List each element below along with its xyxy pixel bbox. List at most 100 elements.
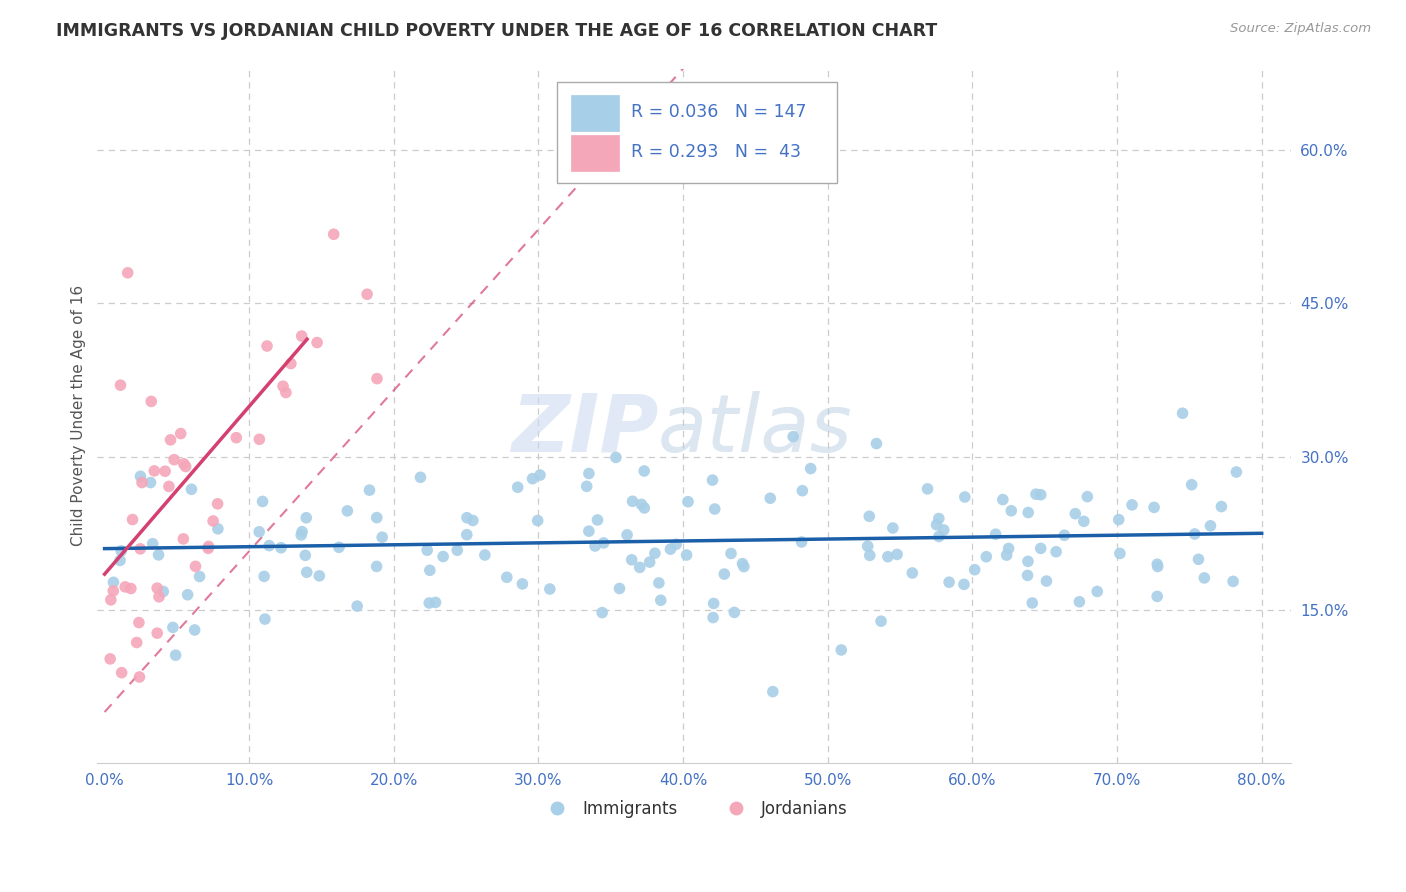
Point xyxy=(578,524,600,538)
Point xyxy=(371,530,394,544)
Point xyxy=(495,570,517,584)
Point xyxy=(456,510,478,524)
Point xyxy=(446,543,468,558)
Point xyxy=(633,500,655,515)
Point xyxy=(953,490,976,504)
Point xyxy=(1017,568,1039,582)
Point xyxy=(991,492,1014,507)
Point xyxy=(100,592,122,607)
Point xyxy=(1085,584,1108,599)
Point xyxy=(792,483,814,498)
Point xyxy=(953,577,976,591)
Point xyxy=(252,494,274,508)
Point xyxy=(247,432,270,446)
Point xyxy=(1146,590,1168,604)
Point xyxy=(1045,545,1067,559)
Text: R = 0.293   N =  43: R = 0.293 N = 43 xyxy=(631,143,801,161)
Point xyxy=(628,560,651,574)
Point xyxy=(586,513,609,527)
Point xyxy=(800,461,823,475)
Point xyxy=(1017,554,1039,568)
Point xyxy=(938,575,960,590)
Point xyxy=(294,549,316,563)
Point xyxy=(456,527,478,541)
Point xyxy=(110,378,132,392)
Point xyxy=(1143,500,1166,515)
Point xyxy=(173,457,195,471)
Point xyxy=(702,610,724,624)
Point xyxy=(280,357,302,371)
Point xyxy=(121,512,143,526)
Text: IMMIGRANTS VS JORDANIAN CHILD POVERTY UNDER THE AGE OF 16 CORRELATION CHART: IMMIGRANTS VS JORDANIAN CHILD POVERTY UN… xyxy=(56,22,938,40)
Point xyxy=(609,582,631,596)
Point xyxy=(1199,518,1222,533)
Point xyxy=(153,464,176,478)
Text: R = 0.036   N = 147: R = 0.036 N = 147 xyxy=(631,103,806,121)
Point xyxy=(197,541,219,556)
Point xyxy=(592,536,614,550)
Point xyxy=(139,475,162,490)
Text: atlas: atlas xyxy=(658,391,853,468)
Point xyxy=(859,549,882,563)
Point xyxy=(336,504,359,518)
Point xyxy=(870,614,893,628)
Point xyxy=(675,548,697,562)
Point xyxy=(146,626,169,640)
Point xyxy=(1146,558,1168,572)
Point xyxy=(1021,596,1043,610)
Point xyxy=(197,540,219,554)
Point xyxy=(165,648,187,662)
Point xyxy=(1225,465,1247,479)
Point xyxy=(356,287,378,301)
Point xyxy=(129,469,152,483)
Point xyxy=(114,580,136,594)
Point xyxy=(225,431,247,445)
Point xyxy=(253,612,276,626)
Point xyxy=(170,426,193,441)
Point xyxy=(1121,498,1143,512)
Point xyxy=(366,371,388,385)
Point xyxy=(790,535,813,549)
Point xyxy=(917,482,939,496)
Point xyxy=(644,546,666,560)
Point xyxy=(253,569,276,583)
Point xyxy=(703,502,725,516)
Point xyxy=(291,524,314,539)
Point xyxy=(882,521,904,535)
Point xyxy=(720,546,742,560)
Point xyxy=(1029,541,1052,556)
Point xyxy=(274,385,297,400)
Point xyxy=(461,514,484,528)
Point xyxy=(512,577,534,591)
Point xyxy=(1146,559,1168,574)
Point xyxy=(120,582,142,596)
Point xyxy=(1035,574,1057,588)
Point xyxy=(591,606,613,620)
Point xyxy=(984,527,1007,541)
Point xyxy=(733,559,755,574)
Point xyxy=(1073,514,1095,528)
Point xyxy=(103,575,125,590)
Point xyxy=(1108,513,1130,527)
Point xyxy=(638,555,661,569)
Point xyxy=(995,548,1018,562)
Point xyxy=(578,467,600,481)
Point xyxy=(117,266,139,280)
Point xyxy=(128,615,150,630)
Point xyxy=(163,452,186,467)
Point xyxy=(1222,574,1244,589)
Point xyxy=(1181,477,1204,491)
Point xyxy=(188,569,211,583)
Point xyxy=(180,483,202,497)
Point xyxy=(648,575,671,590)
Point xyxy=(713,567,735,582)
Point xyxy=(963,563,986,577)
Point xyxy=(108,553,131,567)
Point xyxy=(659,542,682,557)
Point xyxy=(538,582,561,596)
Point xyxy=(1171,406,1194,420)
Point xyxy=(409,470,432,484)
Point xyxy=(103,583,125,598)
Point xyxy=(633,464,655,478)
Point xyxy=(416,543,439,558)
